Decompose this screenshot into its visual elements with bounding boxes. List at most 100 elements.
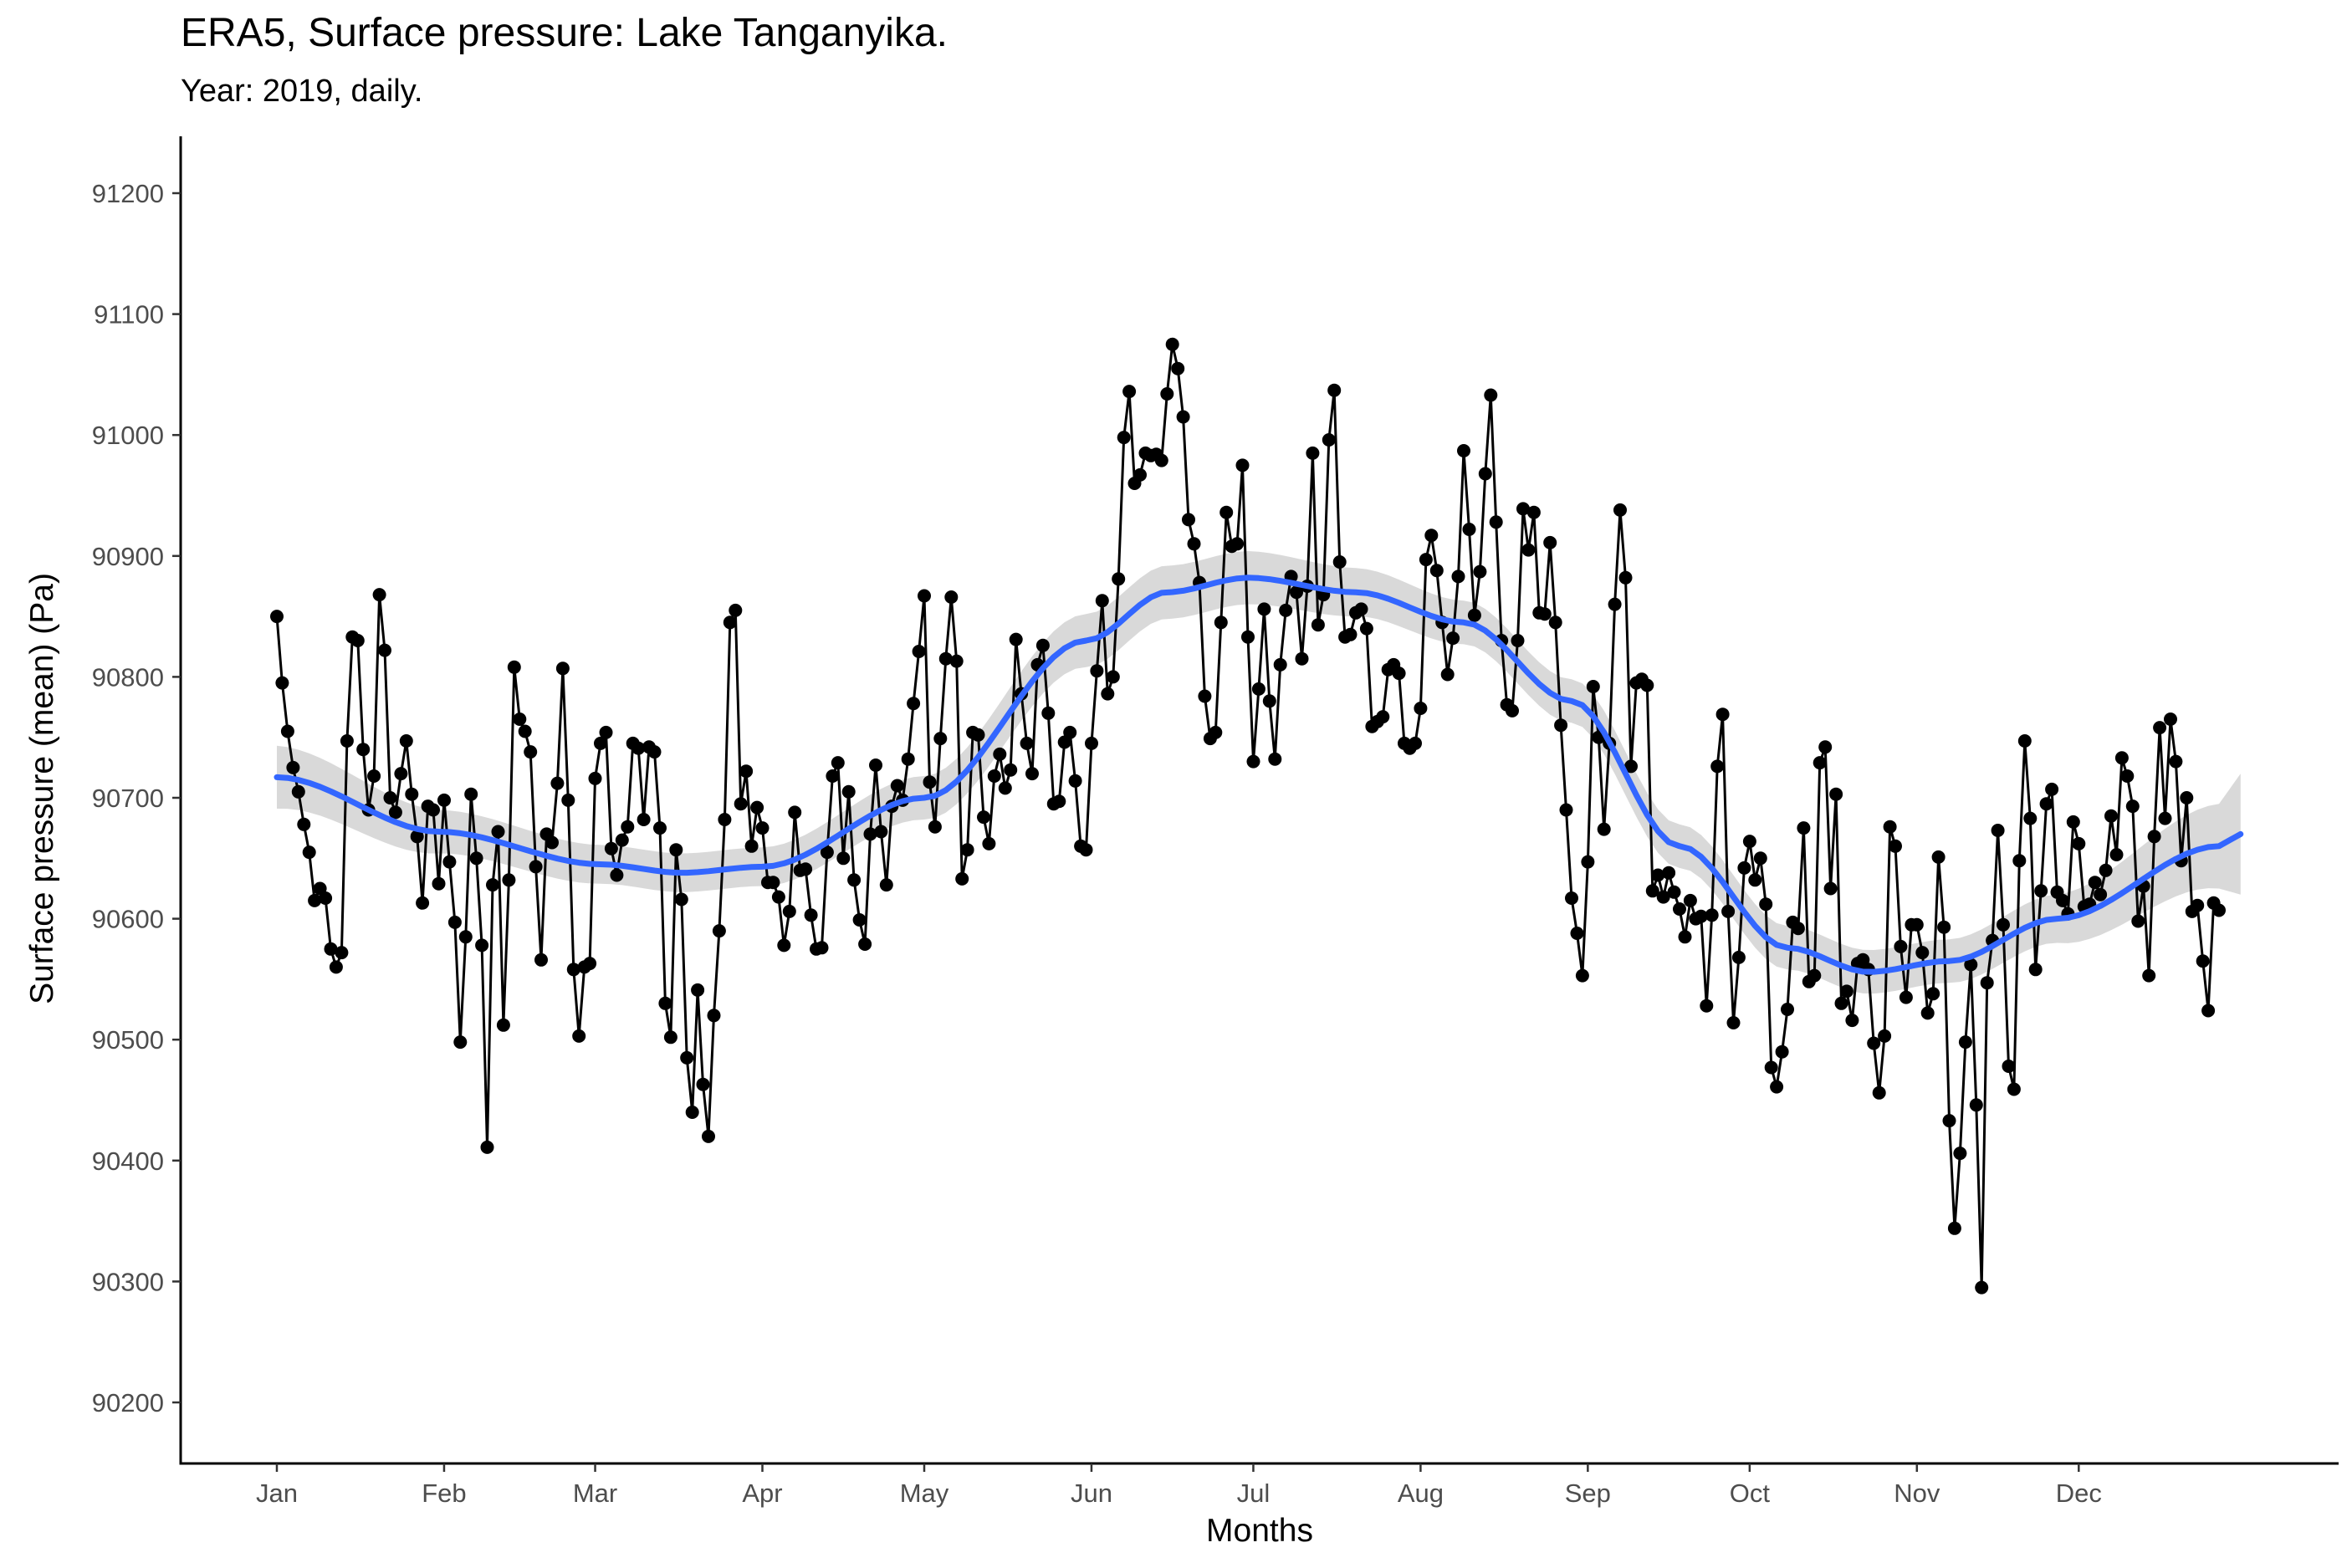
data-point xyxy=(907,697,921,711)
data-point xyxy=(1608,597,1622,611)
data-point xyxy=(2023,811,2038,825)
data-point xyxy=(1230,537,1245,551)
data-point xyxy=(2088,876,2102,890)
series-line-layer xyxy=(275,343,2221,1290)
data-point xyxy=(350,634,365,647)
y-axis-title: Surface pressure (mean) (Pa) xyxy=(24,573,60,1004)
data-point xyxy=(658,996,672,1010)
data-point xyxy=(1872,1085,1886,1100)
data-point xyxy=(1683,893,1697,907)
data-point xyxy=(599,725,613,739)
data-point xyxy=(1953,1147,1967,1161)
data-point xyxy=(1662,866,1676,880)
data-point xyxy=(1020,736,1034,750)
data-point xyxy=(583,957,597,971)
data-point xyxy=(2196,954,2210,968)
data-point xyxy=(1268,752,1282,766)
data-point xyxy=(923,775,937,789)
x-tick-label: Apr xyxy=(742,1479,782,1508)
data-point xyxy=(1899,990,1913,1004)
data-point xyxy=(2002,1060,2016,1073)
series-line xyxy=(275,343,2221,1290)
data-point xyxy=(561,793,575,807)
data-point xyxy=(944,590,959,604)
data-point xyxy=(480,1140,494,1154)
data-point xyxy=(280,724,294,738)
data-point xyxy=(1052,794,1066,809)
data-point xyxy=(977,810,990,825)
data-point xyxy=(1311,618,1325,632)
data-point xyxy=(1526,505,1541,519)
data-point xyxy=(2109,848,2124,861)
data-point xyxy=(955,871,969,886)
data-point xyxy=(416,896,430,910)
y-tick-label: 90800 xyxy=(92,662,164,692)
data-point xyxy=(378,643,391,657)
data-point xyxy=(2180,791,2194,804)
data-point xyxy=(1419,553,1433,567)
data-point xyxy=(815,941,829,955)
data-point xyxy=(615,833,629,847)
data-point xyxy=(1079,843,1093,857)
data-point xyxy=(367,769,381,783)
data-point xyxy=(744,839,759,853)
data-point xyxy=(496,1018,510,1032)
data-point xyxy=(1101,687,1115,701)
data-point xyxy=(1775,1044,1789,1059)
data-point xyxy=(938,651,953,666)
data-point xyxy=(631,741,646,755)
data-point xyxy=(669,843,683,857)
axes xyxy=(179,136,2339,1465)
data-point xyxy=(1187,537,1201,551)
data-point xyxy=(1484,388,1498,402)
data-point xyxy=(831,756,845,770)
data-point xyxy=(826,769,840,783)
data-point xyxy=(1613,503,1627,517)
data-point xyxy=(2191,898,2205,912)
data-point xyxy=(771,890,785,904)
data-point xyxy=(712,924,726,938)
data-point xyxy=(1975,1280,1989,1295)
data-point xyxy=(1133,467,1147,482)
y-tick-label: 90900 xyxy=(92,542,164,571)
data-point xyxy=(1926,987,1940,1001)
data-point xyxy=(858,937,872,951)
data-point xyxy=(2017,734,2032,748)
data-point xyxy=(518,724,532,738)
series-points-layer xyxy=(270,337,2226,1295)
data-point xyxy=(1106,670,1120,684)
data-point xyxy=(427,803,440,817)
data-point xyxy=(588,771,602,785)
data-point xyxy=(1997,917,2010,932)
data-point xyxy=(2045,782,2059,796)
data-point xyxy=(949,654,964,668)
data-point xyxy=(1878,1029,1892,1043)
data-point xyxy=(2056,893,2069,907)
x-tick-label: Jan xyxy=(256,1479,298,1508)
data-point xyxy=(1219,505,1234,519)
data-point xyxy=(1251,682,1265,696)
data-point xyxy=(1742,835,1756,849)
smooth-line xyxy=(274,575,2244,975)
data-point xyxy=(1559,803,1573,817)
data-point xyxy=(739,764,754,779)
data-point xyxy=(863,827,877,841)
y-ticks: 90200 90300 90400 90500 90600 90700 90800 90900… xyxy=(92,179,181,1417)
data-point xyxy=(621,820,635,834)
data-point xyxy=(1041,706,1056,720)
data-point xyxy=(750,800,764,815)
data-point xyxy=(1025,767,1039,781)
data-point xyxy=(729,603,743,617)
data-point xyxy=(782,904,796,918)
data-point xyxy=(1845,1014,1859,1028)
data-point xyxy=(1548,615,1562,630)
data-point xyxy=(1154,453,1168,467)
data-point xyxy=(1597,822,1611,836)
data-point xyxy=(1759,897,1773,912)
data-point xyxy=(286,760,300,774)
data-point xyxy=(1171,361,1185,375)
data-point xyxy=(1915,946,1930,960)
x-tick-label: Dec xyxy=(2056,1479,2102,1508)
data-point xyxy=(329,960,343,974)
data-point xyxy=(799,862,813,876)
